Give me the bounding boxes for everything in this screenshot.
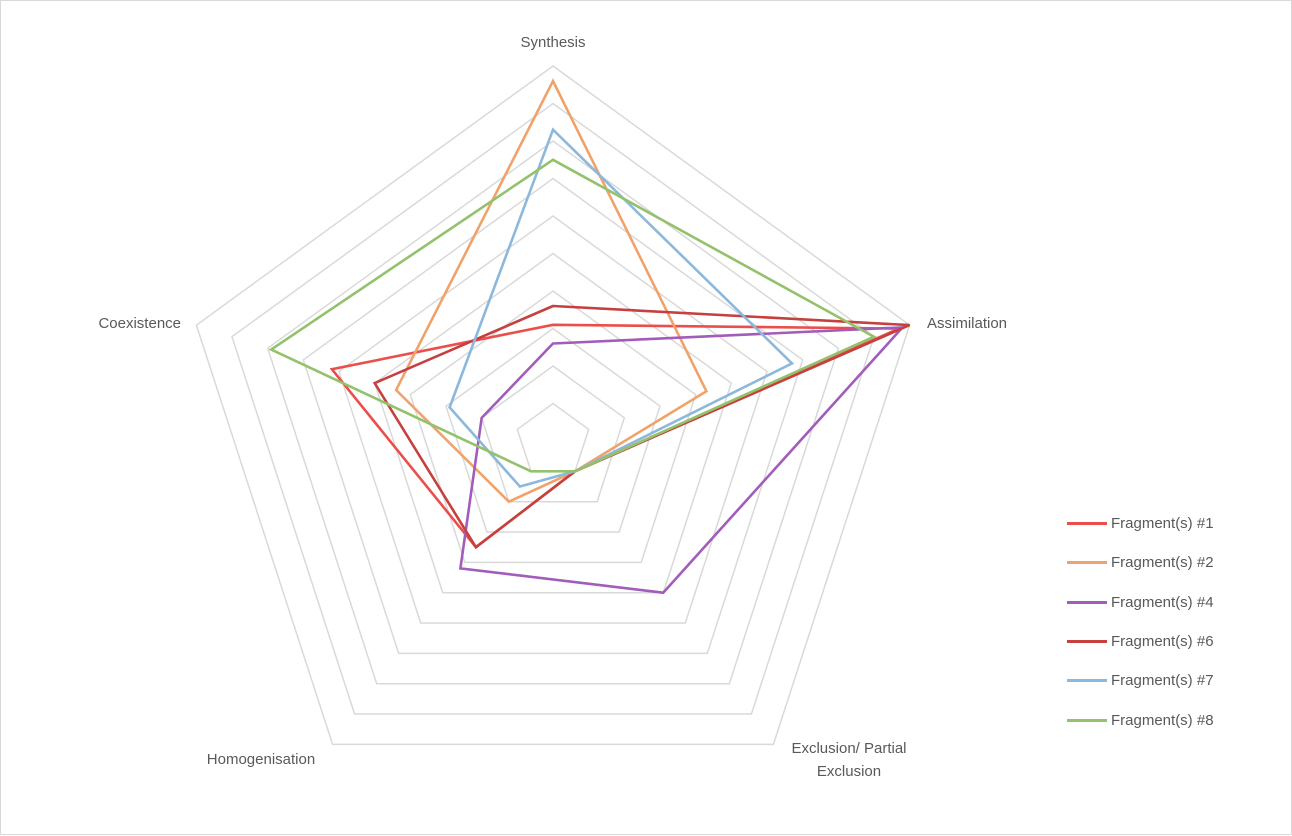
legend-swatch-3 bbox=[1067, 600, 1107, 604]
grid-ring-3 bbox=[445, 327, 661, 533]
axis-label-3: Exclusion/ Partial Exclusion bbox=[791, 740, 906, 780]
legend-swatch-6 bbox=[1067, 718, 1107, 722]
legend-label-5: Fragment(s) #7 bbox=[1111, 672, 1214, 690]
legend-swatch-5 bbox=[1067, 679, 1107, 683]
radar-grid bbox=[195, 65, 911, 746]
legend-item-2: Fragment(s) #2 bbox=[1067, 543, 1267, 582]
series-line-6 bbox=[268, 158, 877, 473]
grid-ring-1 bbox=[516, 402, 590, 473]
legend: Fragment(s) #1 Fragment(s) #2 Fragment(s… bbox=[1067, 504, 1267, 740]
grid-ring-9 bbox=[231, 102, 875, 715]
grid-ring-8 bbox=[266, 140, 840, 685]
legend-label-4: Fragment(s) #6 bbox=[1111, 633, 1214, 651]
series-line-3 bbox=[458, 325, 906, 595]
legend-item-1: Fragment(s) #1 bbox=[1067, 504, 1267, 543]
axis-labels: Synthesis Assimilation Exclusion/ Partial E… bbox=[98, 34, 1007, 780]
legend-label-3: Fragment(s) #4 bbox=[1111, 593, 1214, 611]
grid-ring-6 bbox=[338, 215, 768, 624]
axis-label-4: Homogenisation bbox=[207, 751, 315, 768]
grid-ring-10 bbox=[195, 65, 911, 746]
legend-item-3: Fragment(s) #4 bbox=[1067, 583, 1267, 622]
legend-item-6: Fragment(s) #8 bbox=[1067, 700, 1267, 739]
legend-item-5: Fragment(s) #7 bbox=[1067, 661, 1267, 700]
legend-label-1: Fragment(s) #1 bbox=[1111, 515, 1214, 533]
series-line-5 bbox=[448, 127, 795, 488]
series-line-4 bbox=[372, 304, 911, 550]
axis-label-5: Coexistence bbox=[98, 315, 181, 332]
grid-ring-7 bbox=[302, 177, 804, 655]
grid-ring-4 bbox=[409, 290, 697, 564]
legend-swatch-4 bbox=[1067, 640, 1107, 644]
legend-swatch-2 bbox=[1067, 561, 1107, 565]
grid-ring-2 bbox=[480, 365, 626, 503]
legend-label-6: Fragment(s) #8 bbox=[1111, 711, 1214, 729]
radar-series bbox=[268, 78, 911, 595]
series-line-2 bbox=[394, 78, 709, 504]
grid-ring-5 bbox=[373, 252, 733, 594]
legend-swatch-1 bbox=[1067, 522, 1107, 526]
axis-label-2: Assimilation bbox=[927, 315, 1007, 332]
legend-label-2: Fragment(s) #2 bbox=[1111, 554, 1214, 572]
legend-item-4: Fragment(s) #6 bbox=[1067, 622, 1267, 661]
axis-label-1: Synthesis bbox=[520, 34, 585, 51]
